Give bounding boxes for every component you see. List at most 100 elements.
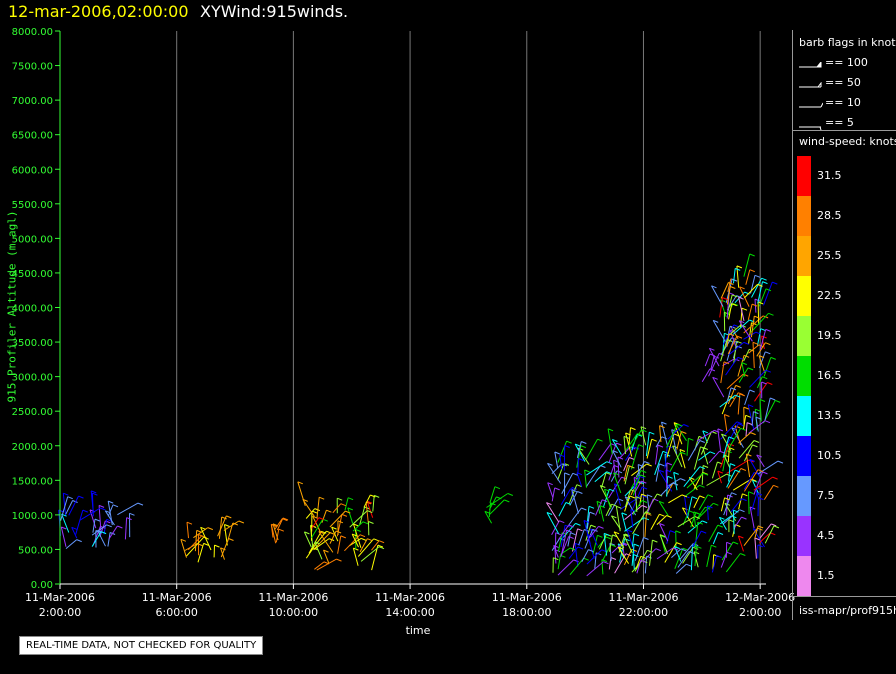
wind-barb-flag [734,425,741,429]
wind-barb [60,496,69,521]
wind-barb-flag [709,347,715,351]
wind-barb-flag [312,515,318,519]
wind-barb-flag [641,500,648,503]
wind-barb-flag [745,414,751,418]
wind-barb [360,546,380,562]
wind-barb-flag [672,482,678,486]
wind-barb-flag [770,356,776,360]
wind-barb [624,465,630,485]
wind-barb-flag [657,444,664,448]
wind-barb-flag [775,399,781,403]
x-tick-label: 14:00:00 [385,606,434,619]
wind-barb-flag [753,411,759,415]
wind-barb-flag [559,454,565,458]
wind-barb [117,502,139,516]
wind-barb [693,551,699,568]
wind-barb-flag [370,494,376,498]
wind-barb [187,535,203,551]
wind-barb [79,507,101,521]
x-tick-label: 6:00:00 [155,606,197,619]
wind-barb [632,511,647,535]
wind-barb [688,477,698,491]
wind-barb [623,436,626,454]
wind-barb-flag [680,548,687,552]
wind-barb-flag [717,532,724,535]
wind-barb-flag [749,253,755,257]
wind-barb-flag [770,532,776,536]
wind-barb [754,525,759,539]
wind-barb-flag [669,530,676,534]
wind-barb-flag [605,472,612,476]
y-tick-label: 1000.00 [12,511,53,522]
wind-barb-flag [739,286,745,290]
wind-barb-flag [675,530,681,534]
wind-barb-flag [378,540,385,544]
wind-barb-flag [754,298,761,302]
wind-barb [357,538,375,557]
wind-barb [349,510,368,528]
chart-title: XYWind:915winds. [200,2,349,21]
wind-barb-flag [484,510,491,514]
wind-barb-flag [731,303,737,307]
wind-barb-flag [626,529,633,533]
wind-barb [623,457,630,471]
wind-barb [659,523,669,542]
wind-barb-flag [610,443,617,447]
wind-barb-flag [674,546,680,550]
wind-barb-flag [730,463,736,467]
wind-barb-flag [367,538,373,542]
wind-barb-flag [583,520,590,523]
wind-barb [726,373,744,390]
wind-barb-flag [604,488,610,492]
wind-barb-flag [92,492,98,496]
wind-barb-flag [196,529,202,533]
y-tick-label: 1500.00 [12,476,53,487]
wind-barb [348,537,362,547]
wind-barb [371,544,379,571]
wind-barb-flag [720,299,726,303]
wind-barb [607,498,619,516]
wind-barb-flag [616,442,622,446]
y-tick-label: 7500.00 [12,62,53,73]
wind-barb-flag [640,474,646,478]
wind-barb [720,497,726,512]
wind-barb [332,503,342,514]
wind-barb [743,527,758,547]
wind-barb [687,440,701,461]
y-tick-label: 500.00 [18,545,53,556]
wind-barb [655,463,660,482]
wind-barb [690,512,697,528]
wind-barb [649,540,653,566]
wind-barb-flag [713,319,719,323]
wind-barb [569,557,585,576]
wind-barb-flag [321,530,327,534]
wind-barb [673,422,683,445]
wind-barb-flag [724,414,730,417]
wind-barb-flag [601,559,608,563]
wind-barb [668,494,683,504]
wind-barb-flag [507,493,513,496]
wind-barb [743,415,747,430]
wind-barb-flag [631,548,637,552]
wind-barb [706,545,712,568]
wind-barb [737,535,744,552]
wind-barb-flag [672,547,679,551]
wind-barb [226,522,234,543]
wind-barb [323,549,330,564]
wind-barb-flag [736,295,742,299]
wind-barb-flag [740,427,746,431]
wind-barb [585,524,592,541]
wind-barb-flag [572,472,578,476]
wind-barb [581,549,589,562]
wind-barb [611,439,622,455]
wind-barb-flag [748,491,754,495]
wind-barb [275,529,280,543]
wind-barb-flag [741,516,747,520]
wind-barb-flag [621,543,627,546]
wind-barb-flag [757,301,764,305]
wind-barb-flag [732,541,739,545]
wind-barb-flag [644,461,650,464]
wind-barb-flag [738,535,744,539]
wind-barb [684,495,688,517]
wind-barb [68,495,79,516]
